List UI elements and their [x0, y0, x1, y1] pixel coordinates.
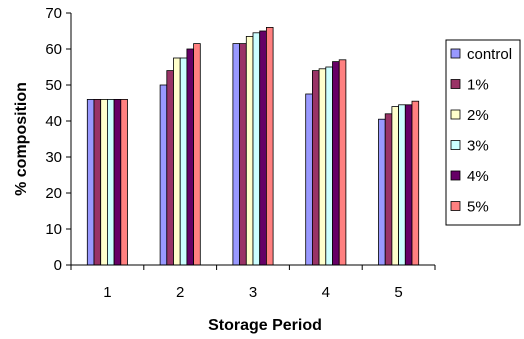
bar-1pct-period-4 [311, 70, 320, 266]
legend-label: 5% [467, 199, 489, 216]
x-axis-title: Storage Period [208, 317, 322, 334]
x-tick-label: 4 [322, 284, 330, 301]
bar-2pct-period-4 [318, 68, 327, 266]
legend-box [445, 39, 521, 226]
bar-4pct-period-1 [113, 99, 122, 266]
legend-swatch [450, 201, 461, 211]
bar-5pct-period-1 [120, 99, 128, 266]
bar-4pct-period-5 [404, 104, 413, 266]
y-tick-label: 70 [45, 5, 62, 22]
bar-5pct-period-4 [338, 59, 347, 266]
y-tick-label: 40 [45, 113, 62, 130]
bar-3pct-period-1 [107, 99, 115, 266]
legend-swatch [450, 79, 461, 89]
y-axis-title: % composition [13, 82, 30, 196]
bar-control-period-5 [378, 118, 386, 266]
y-tick-label: 30 [45, 149, 62, 166]
legend-label: 3% [467, 138, 489, 155]
bar-4pct-period-4 [332, 61, 340, 266]
bar-control-period-3 [232, 43, 240, 266]
legend-swatch [450, 170, 461, 181]
y-tick-label: 0 [54, 257, 62, 274]
bar-5pct-period-3 [265, 26, 274, 266]
bar-2pct-period-5 [391, 106, 399, 266]
bar-3pct-period-2 [179, 57, 188, 266]
legend-swatch [450, 48, 461, 59]
bar-control-period-4 [305, 93, 313, 266]
bar-1pct-period-3 [239, 43, 247, 266]
x-tick-label: 5 [394, 284, 402, 301]
bar-2pct-period-1 [100, 99, 108, 266]
x-tick-label: 3 [249, 284, 257, 301]
bar-1pct-period-2 [166, 70, 174, 266]
bar-3pct-period-3 [252, 32, 261, 266]
x-tick-label: 1 [103, 284, 111, 301]
bar-2pct-period-2 [173, 57, 181, 266]
x-tick-label: 2 [176, 284, 184, 301]
legend-swatch [450, 140, 461, 150]
legend-label: control [467, 46, 512, 63]
legend-label: 4% [467, 168, 489, 185]
legend: control 1% 2% 3% 4% 5% [445, 39, 521, 226]
bar-2pct-period-3 [245, 36, 254, 266]
bar-5pct-period-5 [411, 100, 420, 266]
y-tick-label: 20 [45, 185, 62, 202]
legend-label: 1% [467, 77, 489, 94]
bar-3pct-period-4 [325, 66, 333, 266]
y-tick-label: 10 [45, 221, 62, 238]
legend-label: 2% [467, 107, 489, 124]
bar-5pct-period-2 [193, 43, 201, 266]
y-tick-label: 50 [45, 77, 62, 94]
y-axis: 0 10 20 30 40 50 60 70 [45, 5, 72, 274]
legend-swatch [450, 109, 461, 120]
bar-4pct-period-3 [259, 30, 267, 266]
bar-1pct-period-1 [93, 99, 102, 266]
bar-control-period-1 [86, 99, 95, 266]
bar-control-period-2 [159, 84, 168, 266]
bar-4pct-period-2 [186, 48, 194, 266]
y-tick-label: 60 [45, 41, 62, 58]
bar-1pct-period-5 [384, 113, 393, 266]
x-axis: 1 2 3 4 5 [70, 264, 436, 301]
bar-3pct-period-5 [398, 104, 406, 266]
